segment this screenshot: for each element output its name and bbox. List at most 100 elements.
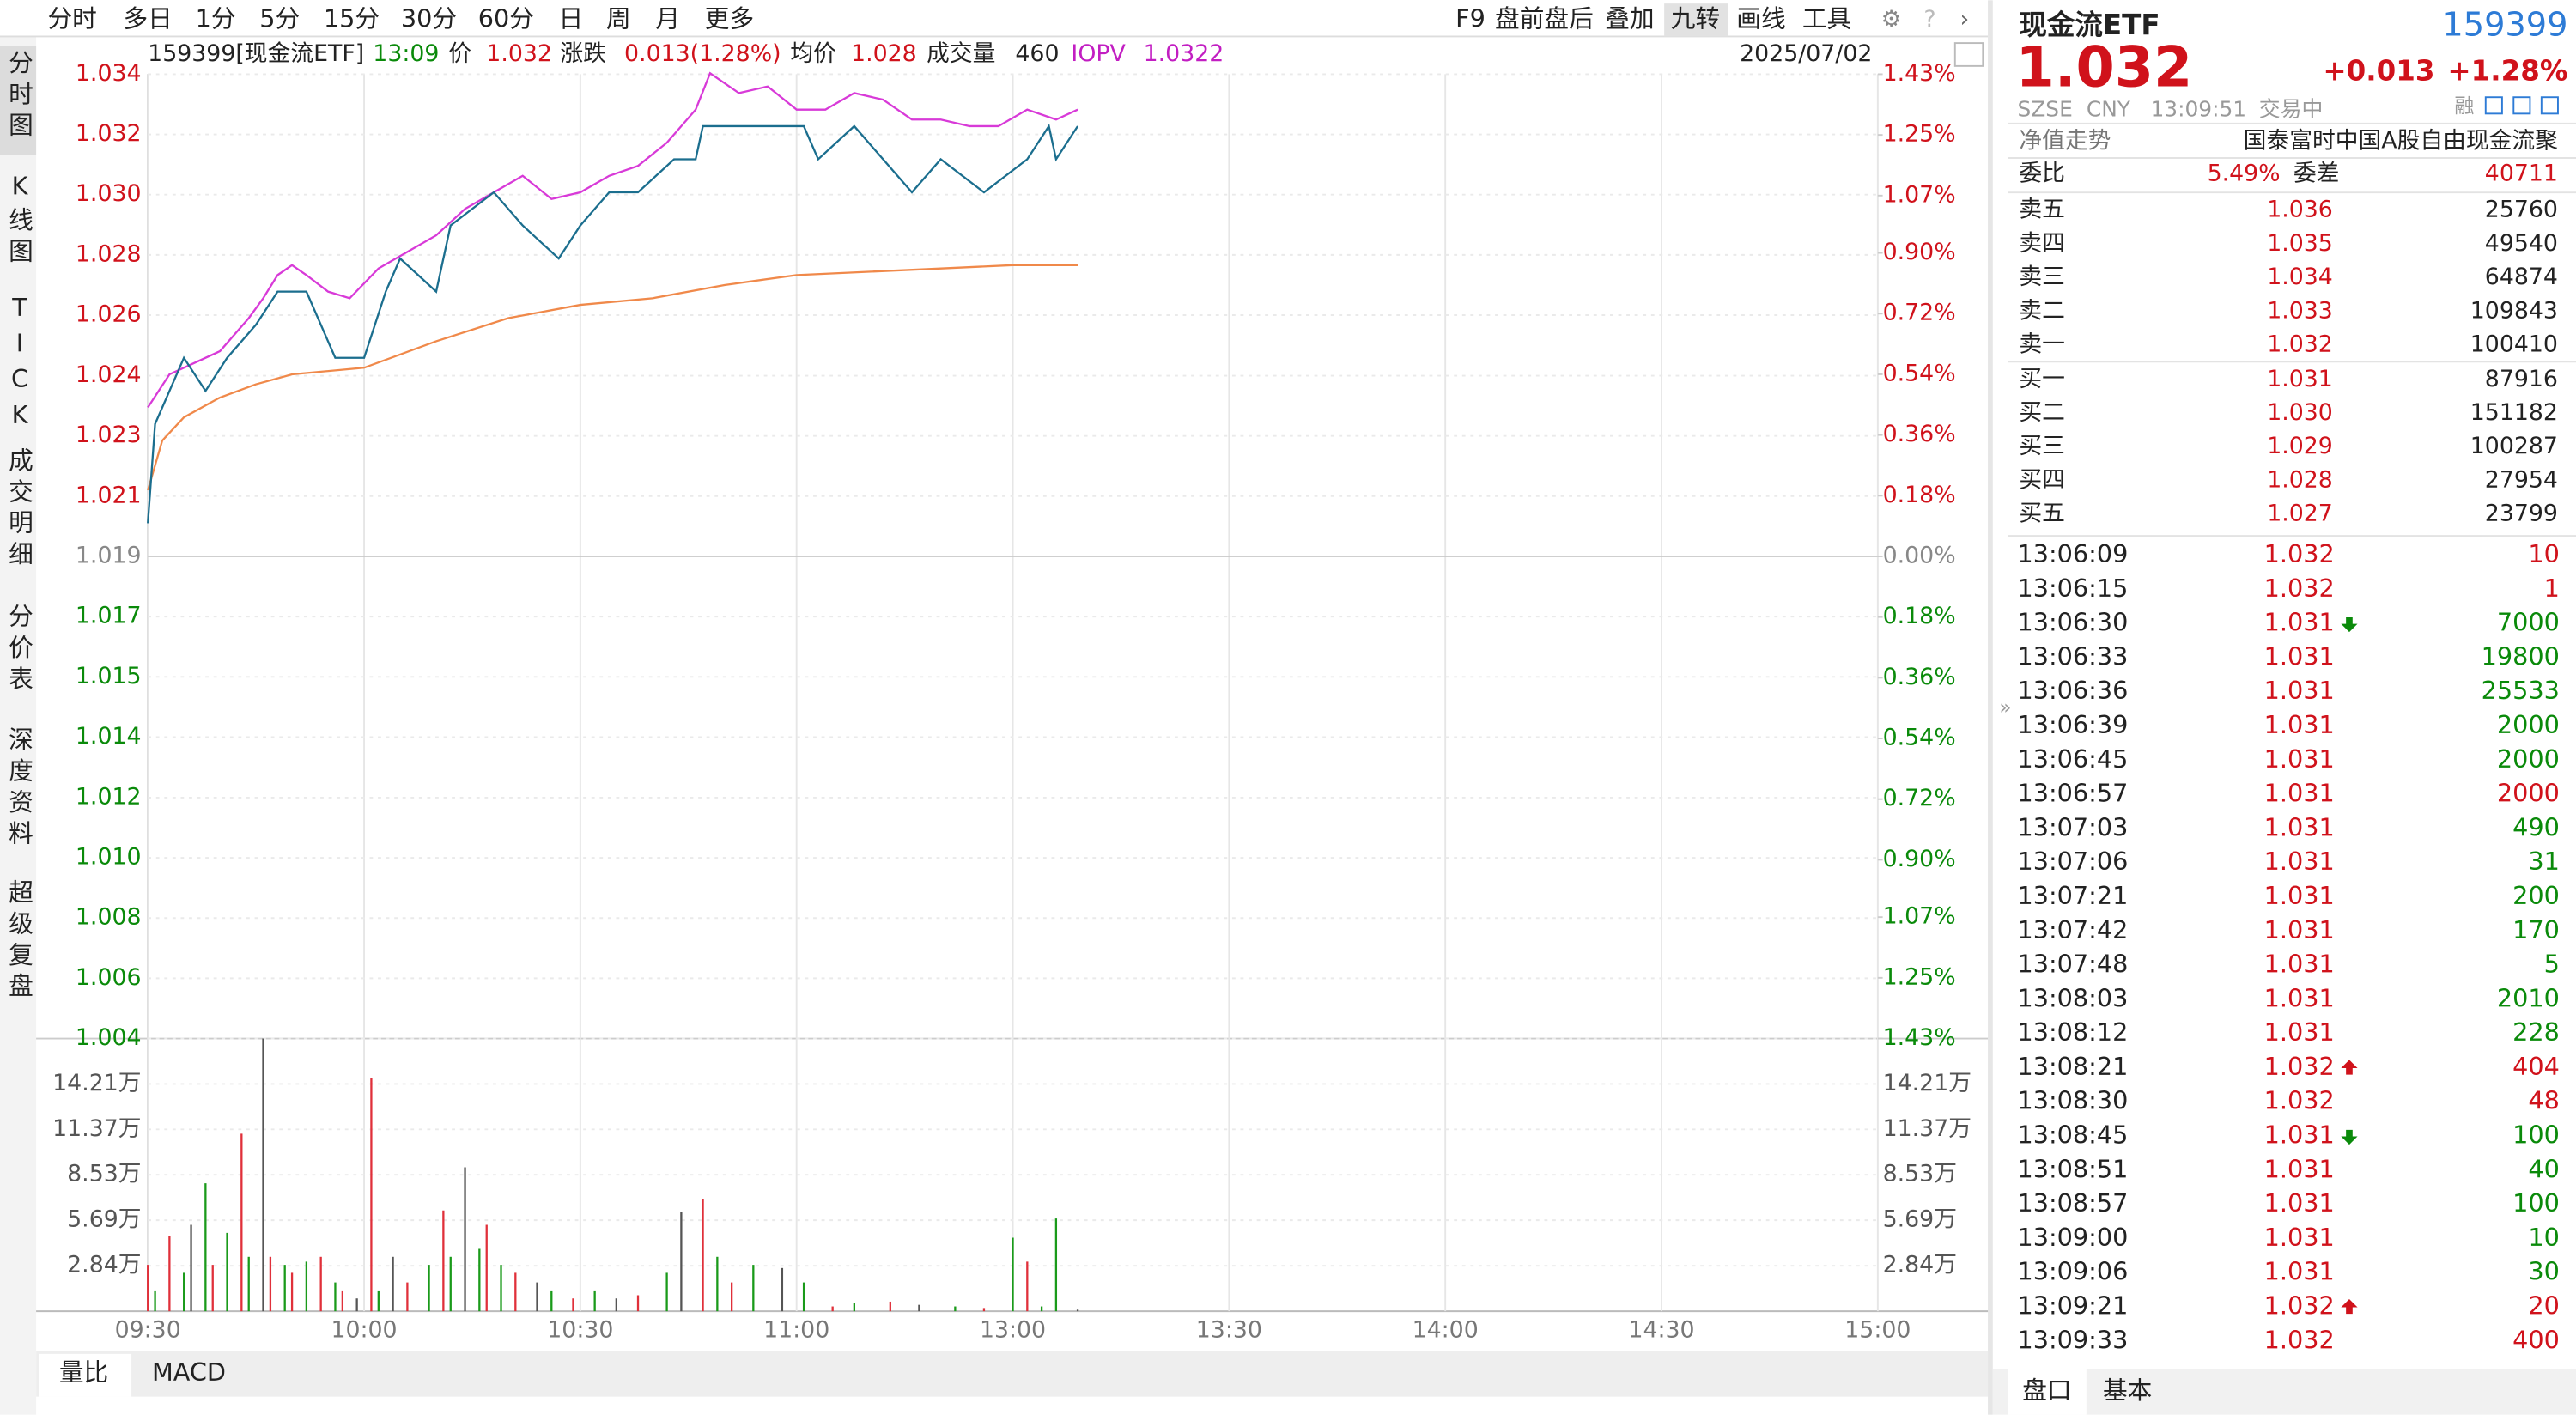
indicator-tab[interactable]: 量比 [59,1357,108,1387]
book-volume: 25760 [2485,197,2558,223]
period-tab[interactable]: 月 [655,3,680,33]
tool-button[interactable]: 盘前盘后 [1495,3,1594,33]
book-price: 1.030 [2267,399,2333,426]
y-tick-label: 1.006 [76,964,142,991]
trade-time: 13:07:42 [2017,915,2128,944]
trade-time: 13:06:30 [2017,608,2128,637]
period-tab[interactable]: 60分 [478,3,534,33]
tool-button[interactable]: 九转 [1671,3,1720,33]
trade-volume: 400 [2512,1325,2560,1354]
trade-price: 1.032 [2264,1291,2335,1321]
collapse-arrow[interactable]: » [1999,696,2011,719]
trade-price: 1.031 [2264,641,2335,671]
side-tab[interactable]: TICK [5,293,34,436]
volume-tick-label: 11.37万 [52,1115,141,1142]
info-time: 13:09 [373,40,439,67]
trade-time: 13:06:15 [2017,574,2128,603]
period-tab[interactable]: 多日 [123,3,172,33]
trade-price: 1.031 [2264,744,2335,774]
trade-time: 13:08:45 [2017,1120,2128,1150]
period-tab[interactable]: 15分 [324,3,380,33]
book-volume: 49540 [2485,230,2558,257]
trade-arrow [2341,1298,2358,1315]
volume-tick-label: 14.21万 [52,1070,141,1096]
book-label: 卖三 [2019,264,2065,290]
edit-icon[interactable] [2484,96,2503,115]
tool-button[interactable]: F9 [1455,3,1485,33]
nav-label[interactable]: 净值走势 [2019,127,2111,154]
trade-time: 13:06:36 [2017,676,2128,705]
period-tab[interactable]: 分时 [47,3,96,33]
trade-time: 13:09:33 [2017,1325,2128,1354]
trade-price: 1.032 [2264,1086,2335,1115]
side-tab[interactable]: 超级复盘 [5,879,34,1004]
x-tick-label: 13:00 [980,1317,1046,1344]
book-label: 卖五 [2019,197,2065,223]
trade-price: 1.031 [2264,881,2335,910]
tool-button[interactable]: 工具 [1802,3,1851,33]
trade-arrow [2341,1129,2358,1145]
trade-volume: 100 [2512,1188,2560,1218]
period-tab[interactable]: 周 [606,3,631,33]
period-tab[interactable]: 30分 [401,3,457,33]
panel-tab[interactable]: 基本 [2103,1376,2152,1405]
book-label: 卖二 [2019,297,2065,324]
alert-icon[interactable] [2512,96,2531,115]
y-tick-label: 1.019 [76,542,142,568]
book-price: 1.032 [2267,331,2333,358]
more-arrow[interactable]: › [1960,6,1970,33]
trade-volume: 5 [2544,950,2560,979]
x-tick-label: 14:00 [1413,1317,1479,1344]
trade-time: 13:07:03 [2017,812,2128,841]
ratio-value: 5.49% [2208,161,2281,187]
side-tab[interactable]: 分时图 [5,50,34,143]
trade-volume: 100 [2512,1120,2560,1150]
diff-value: 40711 [2485,161,2558,187]
info-price: 1.032 [486,40,552,67]
content: 分时 多日 1分 5分 15分 30分 60分日周月更多 F9 盘前盘后 叠加 九转 画线 工具分时图 K… [5,3,2560,1405]
trade-time: 13:08:03 [2017,983,2128,1012]
book-label: 卖一 [2019,331,2065,358]
y-tick-label: 1.026 [76,301,142,328]
volume-tick-label: 14.21万 [1883,1070,1971,1096]
tool-button[interactable]: 叠加 [1605,3,1654,33]
y2-tick-label: 1.43% [1883,1024,1956,1051]
trade-price: 1.032 [2264,1052,2335,1081]
status-state: 交易中 [2259,97,2324,122]
panel-tab-active [2008,1369,2087,1415]
bottom-tab-bar [36,1351,1989,1397]
x-tick-label: 13:30 [1196,1317,1262,1344]
side-tab[interactable]: 分价表 [5,604,34,697]
trade-volume: 2010 [2497,983,2560,1012]
price-line [147,71,1078,409]
trade-price: 1.031 [2264,812,2335,841]
tool-active [1664,3,1728,37]
period-tab[interactable]: 更多 [705,3,754,33]
side-tab[interactable]: 成交明细 [5,447,34,572]
quote-name: 现金流ETF [2019,9,2160,41]
info-change: 0.013(1.28%) [624,40,781,67]
trade-time: 13:08:57 [2017,1188,2128,1218]
period-tab[interactable]: 1分 [196,3,236,33]
wp-icon [1953,42,1984,67]
side-tab[interactable]: K线图 [5,171,34,269]
add-icon[interactable] [2540,96,2559,115]
margin-badge: 融 [2454,95,2474,118]
book-price: 1.029 [2267,433,2333,459]
y2-tick-label: 0.00% [1883,542,1956,568]
trade-volume: 170 [2512,915,2560,944]
indicator-tab[interactable]: MACD [152,1357,226,1387]
tool-button[interactable]: 画线 [1736,3,1785,33]
trade-time: 13:07:06 [2017,847,2128,876]
help-icon[interactable]: ? [1923,6,1935,33]
period-tab[interactable]: 5分 [259,3,300,33]
settings-icon[interactable]: ⚙ [1881,6,1902,33]
info-iopv: 1.0322 [1144,40,1224,67]
panel-tab[interactable]: 盘口 [2022,1376,2071,1405]
y-tick-label: 1.024 [76,361,142,388]
side-tab[interactable]: 深度资料 [5,726,34,851]
period-tab[interactable]: 日 [559,3,584,33]
info-avg-label: 均价 [790,40,836,67]
y-tick-label: 1.008 [76,904,142,931]
